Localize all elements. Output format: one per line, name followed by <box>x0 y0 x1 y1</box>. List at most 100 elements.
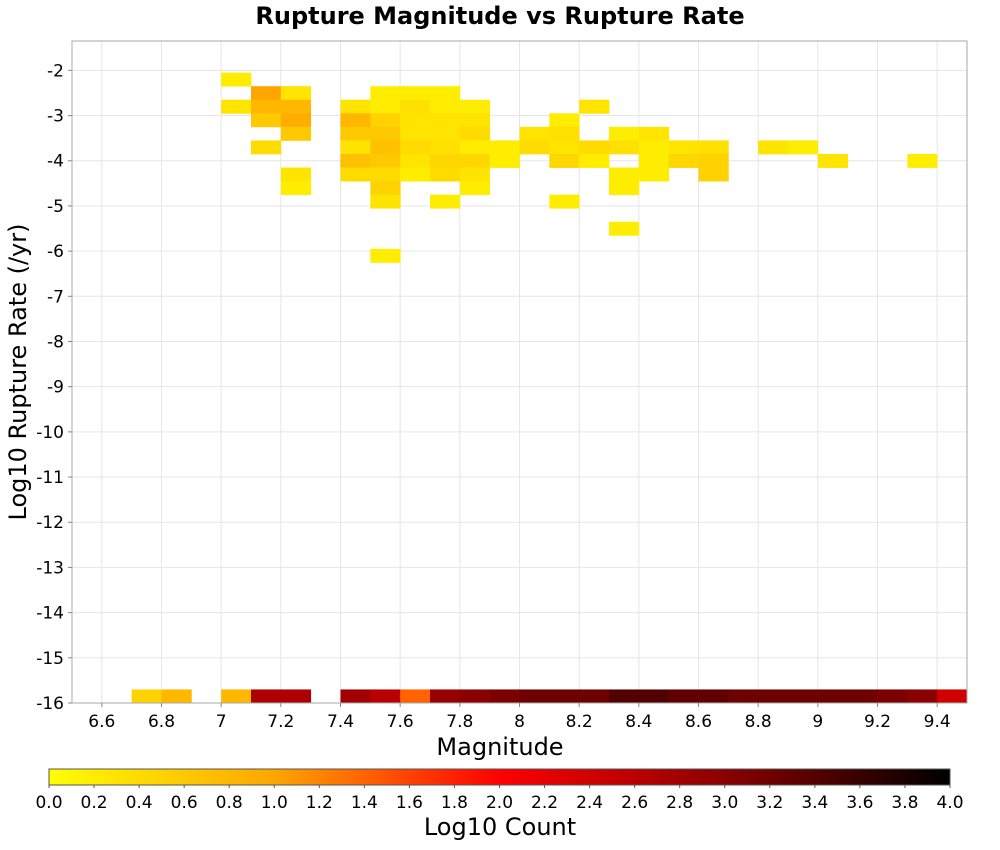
colorbar-tick-label: 0.6 <box>171 793 198 813</box>
heatmap-cell <box>788 140 819 155</box>
heatmap-cell <box>609 167 640 182</box>
heatmap-cell <box>579 689 610 704</box>
heatmap-cell <box>459 167 491 182</box>
heatmap-cell <box>430 153 461 168</box>
heatmap-cell <box>370 248 401 263</box>
heatmap-cell <box>459 113 491 128</box>
colorbar-tick-label: 3.6 <box>846 793 873 813</box>
colorbar-ticks: 0.0 0.2 0.4 0.6 0.8 1.0 1.2 1.4 1.6 1.8 2.0 2.2 2.4 2… <box>35 785 964 813</box>
colorbar-tick-label: 2.8 <box>666 793 693 813</box>
heatmap-cell <box>877 689 908 704</box>
y-tick-label: -10 <box>36 423 64 443</box>
x-tick-label: 8.2 <box>566 712 593 732</box>
heatmap-cell <box>430 99 461 114</box>
heatmap-cell <box>370 113 401 128</box>
heatmap-cell <box>549 194 580 209</box>
heatmap-cell <box>698 140 729 155</box>
heatmap-cell <box>280 113 312 128</box>
colorbar-tick-label: 2.2 <box>531 793 558 813</box>
heatmap-cell <box>400 113 431 128</box>
heatmap-cell <box>400 86 431 101</box>
x-tick-label: 9.2 <box>864 712 891 732</box>
heatmap-cell <box>459 689 491 704</box>
y-tick-label: -8 <box>47 332 64 352</box>
colorbar-tick-label: 1.6 <box>396 793 423 813</box>
x-tick-label: 8.4 <box>625 712 652 732</box>
y-tick-label: -11 <box>36 468 64 488</box>
x-tick-label: 7.4 <box>327 712 354 732</box>
heatmap-cell <box>280 181 312 196</box>
heatmap-cell <box>430 86 461 101</box>
heatmap-cell <box>758 689 789 704</box>
heatmap-cell <box>698 153 729 168</box>
x-tick-label: 9 <box>812 712 823 732</box>
heatmap-cell <box>131 689 162 704</box>
heatmap-cell <box>758 140 789 155</box>
heatmap-cell <box>370 86 401 101</box>
heatmap-cell <box>400 140 431 155</box>
x-tick-label: 8.6 <box>685 712 712 732</box>
heatmap-cell <box>489 689 520 704</box>
heatmap-cell <box>400 689 431 704</box>
heatmap-cell <box>549 689 580 704</box>
colorbar-tick-label: 2.4 <box>576 793 603 813</box>
heatmap-cell <box>370 689 401 704</box>
x-tick-label: 6.8 <box>148 712 175 732</box>
colorbar-tick-label: 2.6 <box>621 793 648 813</box>
heatmap-cell <box>459 181 491 196</box>
heatmap-cell <box>430 689 461 704</box>
heatmap-cell <box>549 140 580 155</box>
heatmap-cell <box>430 167 461 182</box>
y-tick-label: -12 <box>36 513 64 533</box>
heatmap-cell <box>430 140 461 155</box>
heatmap-cell <box>817 153 849 168</box>
heatmap-cell <box>340 140 371 155</box>
heatmap-cell <box>459 99 491 114</box>
heatmap-cell <box>430 194 461 209</box>
heatmap-cell <box>638 126 670 141</box>
heatmap-cell <box>609 221 640 236</box>
heatmap-cell <box>579 99 610 114</box>
heatmap-cell <box>340 126 371 141</box>
heatmap-cell <box>370 181 401 196</box>
x-tick-label: 8.8 <box>745 712 772 732</box>
heatmap-cell <box>280 99 312 114</box>
heatmap-cell <box>400 99 431 114</box>
colorbar-tick-label: 1.8 <box>441 793 468 813</box>
heatmap-cell <box>370 140 401 155</box>
heatmap-cell <box>400 153 431 168</box>
colorbar-tick-label: 3.0 <box>711 793 738 813</box>
heatmap-cell <box>817 689 849 704</box>
colorbar-tick-label: 2.0 <box>486 793 513 813</box>
heatmap-cell <box>280 167 312 182</box>
x-axis-label: Magnitude <box>436 733 564 761</box>
x-tick-label: 7.6 <box>387 712 414 732</box>
heatmap-cell <box>221 72 252 87</box>
heatmap-cell <box>280 689 312 704</box>
heatmap-cell <box>609 126 640 141</box>
heatmap-cell <box>340 689 371 704</box>
heatmap-cell <box>370 99 401 114</box>
heatmap-cell <box>430 113 461 128</box>
heatmap-cell <box>907 153 938 168</box>
heatmap-cell <box>251 113 282 128</box>
chart-title: Rupture Magnitude vs Rupture Rate <box>255 2 745 30</box>
y-axis-ticks: -2 -3 -4 -5 -6 -7 -8 -9 -10 -11 -12 -13 -14 -15 -16 <box>36 61 72 714</box>
heatmap-cell <box>609 140 640 155</box>
x-tick-label: 7.8 <box>446 712 473 732</box>
colorbar-tick-label: 1.4 <box>351 793 378 813</box>
heatmap-cell <box>251 86 282 101</box>
heatmap-cell <box>430 126 461 141</box>
colorbar-tick-label: 3.2 <box>756 793 783 813</box>
heatmap-cell <box>668 689 699 704</box>
heatmap-cell <box>370 167 401 182</box>
colorbar-tick-label: 0.8 <box>216 793 243 813</box>
heatmap-cell <box>638 167 670 182</box>
heatmap-cell <box>847 689 878 704</box>
heatmap-cell <box>638 153 670 168</box>
x-tick-label: 7 <box>216 712 227 732</box>
heatmap-cell <box>609 181 640 196</box>
heatmap-cell <box>728 689 759 704</box>
y-axis-label: Log10 Rupture Rate (/yr) <box>4 223 32 521</box>
colorbar-tick-label: 0.4 <box>126 793 153 813</box>
